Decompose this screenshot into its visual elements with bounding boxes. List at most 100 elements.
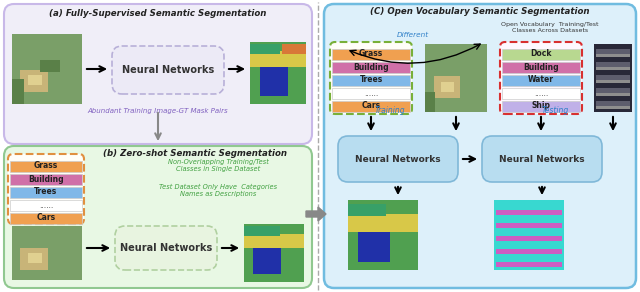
Bar [332,75,410,86]
FancyBboxPatch shape [500,42,582,114]
Bar [10,187,82,198]
Text: ......: ...... [39,201,53,209]
Bar [596,67,630,70]
FancyBboxPatch shape [4,4,312,144]
Bar [502,49,580,60]
Bar [28,75,42,85]
FancyBboxPatch shape [330,42,412,114]
Bar [348,214,418,232]
Bar [594,44,632,112]
Bar [348,204,386,216]
Bar [496,246,562,254]
Text: Testing: Testing [541,106,568,115]
Bar [332,49,410,60]
Bar [10,174,82,185]
Text: Building: Building [523,62,559,72]
Bar [496,232,562,236]
Bar [40,60,60,72]
Text: Building: Building [28,175,64,183]
Bar [502,75,580,86]
Bar [496,219,562,223]
Bar [20,248,48,270]
Bar [425,92,435,112]
Bar [10,161,82,172]
Bar [358,228,390,262]
Bar [596,80,630,83]
Bar [348,200,418,270]
Text: Cars: Cars [362,102,381,110]
FancyBboxPatch shape [4,146,312,288]
Text: (a) Fully-Supervised Semantic Segmentation: (a) Fully-Supervised Semantic Segmentati… [49,9,267,18]
Bar [496,233,562,241]
Text: Neural Networks: Neural Networks [499,154,585,164]
Bar [434,76,460,98]
Text: ......: ...... [534,88,548,98]
Bar [250,42,306,104]
Bar [596,106,630,109]
Bar [496,258,562,262]
Bar [332,62,410,73]
Bar [253,246,281,274]
Text: Test Dataset Only Have  Categories
Names as Descriptions: Test Dataset Only Have Categories Names … [159,184,277,197]
Text: Water: Water [528,76,554,84]
FancyBboxPatch shape [338,136,458,182]
Bar [441,82,454,92]
Bar [12,79,24,104]
Bar [496,245,562,249]
Bar [28,253,42,263]
Bar [496,220,562,228]
Bar [596,93,630,96]
Bar [250,51,306,67]
Bar [244,234,304,248]
Text: Abundant Training Image-GT Mask Pairs: Abundant Training Image-GT Mask Pairs [88,108,228,114]
Bar [10,213,82,224]
Bar [12,226,82,280]
Text: Training: Training [374,106,405,115]
Bar [496,207,562,215]
Bar [10,200,82,211]
FancyBboxPatch shape [115,226,217,270]
Text: Neural Networks: Neural Networks [355,154,441,164]
Bar [502,88,580,99]
Bar [596,88,630,96]
Bar [596,54,630,57]
Bar [496,206,562,210]
Text: (b) Zero-shot Semantic Segmentation: (b) Zero-shot Semantic Segmentation [103,149,287,158]
Text: Cars: Cars [36,213,56,223]
Text: Different: Different [397,32,429,38]
Bar [20,70,48,92]
FancyBboxPatch shape [324,4,636,288]
Text: Ship: Ship [531,102,550,110]
FancyBboxPatch shape [8,154,84,224]
FancyBboxPatch shape [482,136,602,182]
Text: Trees: Trees [35,187,58,197]
Text: Neural Networks: Neural Networks [120,243,212,253]
Text: Trees: Trees [360,76,383,84]
Bar [494,200,564,270]
Text: Dock: Dock [531,50,552,58]
Bar [502,62,580,73]
Bar [282,44,306,54]
Text: Building: Building [353,62,389,72]
Text: Grass: Grass [359,50,383,58]
Text: Non-Overlapping Training/Test
Classes in Single Dataset: Non-Overlapping Training/Test Classes in… [168,159,268,172]
Bar [596,75,630,83]
Bar [496,259,562,267]
FancyArrow shape [306,207,326,221]
Bar [244,224,304,282]
Text: Grass: Grass [34,161,58,171]
Text: Open Vocabulary  Training/Test
Classes Across Datasets: Open Vocabulary Training/Test Classes Ac… [501,22,599,33]
Bar [502,101,580,112]
Bar [332,101,410,112]
Text: ......: ...... [364,88,378,98]
Bar [596,101,630,109]
Bar [425,44,487,112]
Text: Neural Networks: Neural Networks [122,65,214,75]
Text: (C) Open Vocabulary Semantic Segmentation: (C) Open Vocabulary Semantic Segmentatio… [371,7,589,16]
Bar [260,64,288,96]
Bar [244,226,280,236]
Bar [596,49,630,57]
Bar [250,44,280,54]
Bar [596,62,630,70]
Bar [332,88,410,99]
